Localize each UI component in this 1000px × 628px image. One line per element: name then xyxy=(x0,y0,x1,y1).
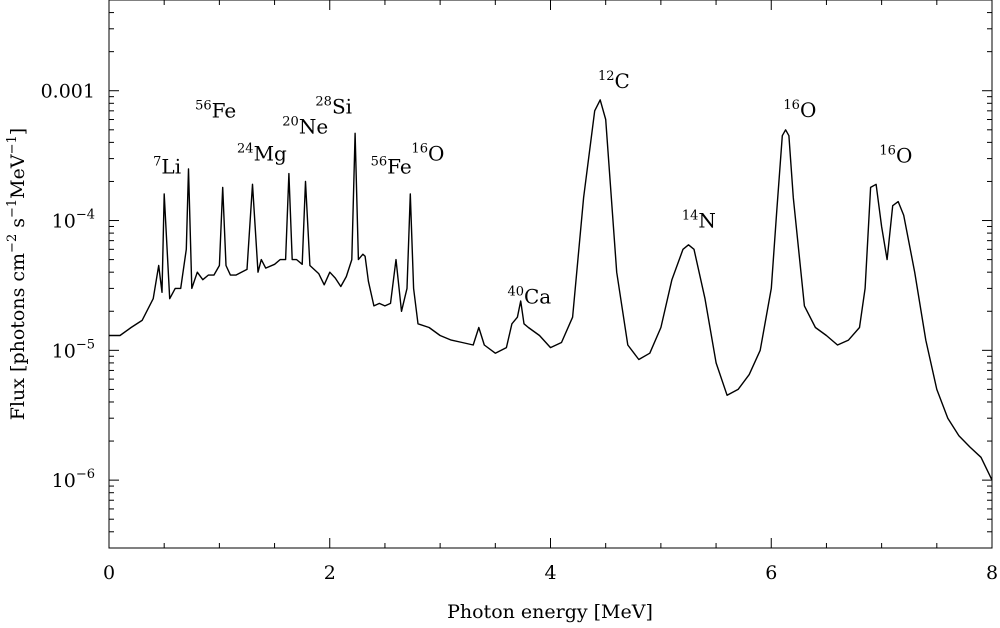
peak-label: 40Ca xyxy=(507,284,551,308)
x-tick-label: 4 xyxy=(544,562,556,584)
series-line xyxy=(109,99,993,481)
axis-tick-labels: 0 2 4 6 8 0.001 10−4 10−5 10−6 xyxy=(41,81,998,584)
peak-annotations: 7Li56Fe24Mg20Ne28Si56Fe16O40Ca12C14N16O1… xyxy=(153,69,912,308)
peak-label: 16O xyxy=(879,143,912,167)
plot-frame xyxy=(108,0,993,549)
peak-label: 56Fe xyxy=(371,155,412,179)
peak-label: 56Fe xyxy=(195,99,236,123)
x-tick-label: 0 xyxy=(103,562,115,584)
y-axis-title: Flux [photons cm−2 s−1MeV−1] xyxy=(5,128,29,420)
y-tick-label: 10−4 xyxy=(52,208,95,233)
peak-label: 16O xyxy=(411,142,444,166)
axis-ticks xyxy=(108,0,993,549)
peak-label: 28Si xyxy=(315,94,352,118)
y-tick-label: 10−5 xyxy=(52,337,95,362)
peak-label: 14N xyxy=(682,209,716,233)
peak-label: 20Ne xyxy=(282,114,328,138)
y-tick-label: 10−6 xyxy=(52,467,95,492)
x-tick-label: 8 xyxy=(986,562,998,584)
x-tick-label: 2 xyxy=(324,562,336,584)
x-tick-label: 6 xyxy=(765,562,777,584)
y-tick-label: 0.001 xyxy=(41,81,95,103)
peak-label: 12C xyxy=(598,69,630,93)
peak-label: 16O xyxy=(783,98,816,122)
peak-label: 7Li xyxy=(153,155,181,179)
x-axis-title: Photon energy [MeV] xyxy=(447,601,653,623)
peak-label: 24Mg xyxy=(237,142,287,166)
